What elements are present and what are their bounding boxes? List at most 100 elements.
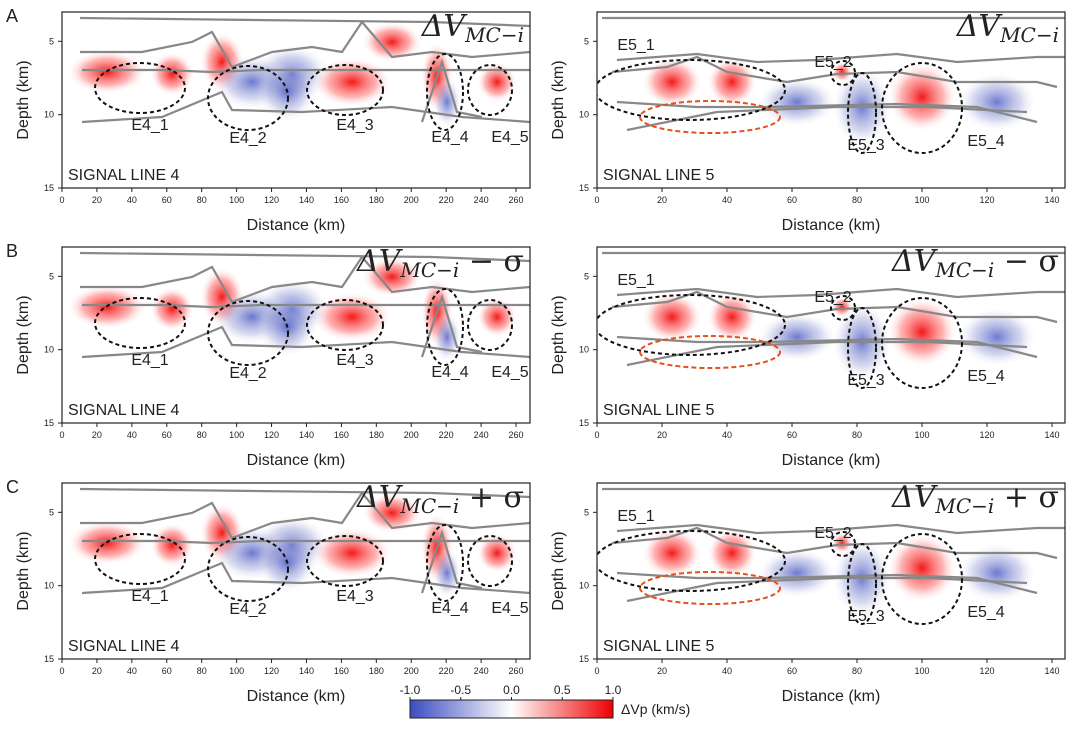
x-tick-label: 120 bbox=[264, 430, 279, 440]
x-tick-label: 40 bbox=[722, 430, 732, 440]
velocity-field bbox=[67, 487, 530, 602]
interface-line bbox=[81, 325, 530, 359]
panel-title: ΔVMC−i + σ bbox=[891, 480, 1059, 518]
interface-line bbox=[611, 290, 1058, 324]
interface-line bbox=[616, 523, 1065, 535]
anomaly-outline bbox=[94, 297, 186, 349]
interface-line bbox=[79, 251, 530, 263]
anomaly-outline bbox=[426, 53, 464, 131]
outline-orange bbox=[639, 100, 781, 134]
x-tick-label: 80 bbox=[852, 195, 862, 205]
title-suffix: − σ bbox=[994, 244, 1059, 279]
y-tick-label: 10 bbox=[44, 345, 54, 355]
anomaly-label: E5_1 bbox=[617, 272, 654, 289]
anomaly bbox=[832, 62, 852, 82]
panel-letter: A bbox=[6, 6, 18, 26]
title-suffix: + σ bbox=[459, 480, 524, 515]
anomaly bbox=[362, 22, 422, 62]
anomaly-outline bbox=[597, 530, 786, 592]
y-tick-label: 15 bbox=[579, 654, 589, 664]
anomaly-label: E5_4 bbox=[967, 368, 1004, 385]
x-axis-label: Distance (km) bbox=[782, 217, 881, 234]
y-tick-label: 10 bbox=[579, 110, 589, 120]
x-tick-label: 120 bbox=[979, 666, 994, 676]
anomaly-label: E4_1 bbox=[131, 352, 168, 369]
x-tick-label: 20 bbox=[92, 430, 102, 440]
line-label: SIGNAL LINE 4 bbox=[68, 402, 180, 419]
cbar-label: ΔVp (km/s) bbox=[621, 701, 690, 717]
cbar-tick-label: -0.5 bbox=[450, 683, 471, 697]
x-tick-label: 60 bbox=[787, 195, 797, 205]
interface-line bbox=[79, 16, 530, 28]
x-axis-label: Distance (km) bbox=[247, 217, 346, 234]
x-tick-label: 100 bbox=[229, 195, 244, 205]
x-tick-label: 100 bbox=[229, 666, 244, 676]
x-tick-label: 0 bbox=[59, 430, 64, 440]
x-tick-label: 120 bbox=[979, 195, 994, 205]
interface-line bbox=[80, 491, 530, 540]
x-tick-label: 20 bbox=[92, 666, 102, 676]
anomaly-label: E5_1 bbox=[617, 37, 654, 54]
anomaly-label: E4_1 bbox=[131, 588, 168, 605]
anomaly-outline bbox=[847, 307, 877, 389]
anomaly-label: E4_4 bbox=[431, 364, 468, 381]
x-tick-label: 260 bbox=[509, 430, 524, 440]
x-tick-label: 40 bbox=[127, 195, 137, 205]
anomaly-label: E4_4 bbox=[431, 600, 468, 617]
x-tick-label: 0 bbox=[59, 666, 64, 676]
panel-title: ΔVMC−i bbox=[956, 9, 1059, 47]
y-tick-label: 10 bbox=[44, 581, 54, 591]
anomaly bbox=[362, 493, 422, 533]
x-axis-label: Distance (km) bbox=[782, 452, 881, 469]
anomaly-outline bbox=[847, 543, 877, 625]
anomaly bbox=[757, 548, 837, 598]
velocity-field bbox=[597, 16, 1065, 154]
x-tick-label: 60 bbox=[162, 666, 172, 676]
panel-title: ΔVMC−i − σ bbox=[356, 244, 524, 282]
cbar-tick-label: 1.0 bbox=[605, 683, 622, 697]
anomaly bbox=[707, 528, 757, 578]
anomaly-label: E5_2 bbox=[814, 289, 851, 306]
interface-line bbox=[611, 526, 1058, 560]
anomaly-outline bbox=[467, 535, 513, 587]
y-tick-label: 5 bbox=[49, 507, 54, 517]
title-sub: MC−i bbox=[999, 23, 1059, 47]
x-tick-label: 220 bbox=[439, 430, 454, 440]
x-tick-label: 160 bbox=[334, 195, 349, 205]
anomaly-label: E5_1 bbox=[617, 508, 654, 525]
anomaly bbox=[477, 62, 517, 102]
title-base: ΔV bbox=[421, 9, 469, 44]
x-tick-label: 40 bbox=[722, 195, 732, 205]
x-tick-label: 180 bbox=[369, 430, 384, 440]
line-label: SIGNAL LINE 5 bbox=[603, 167, 715, 184]
x-tick-label: 100 bbox=[914, 195, 929, 205]
panel: E4_1 E4_2 E4_3 E4_4 E4_5 SIGNAL LINE 4 ΔVMC−i A… bbox=[6, 6, 531, 234]
y-axis-label: Depth (km) bbox=[550, 60, 567, 139]
cbar-tick-label: -1.0 bbox=[400, 683, 421, 697]
x-tick-label: 40 bbox=[127, 430, 137, 440]
interface-line bbox=[616, 287, 1065, 299]
anomaly-outline bbox=[94, 62, 186, 114]
x-tick-label: 240 bbox=[474, 195, 489, 205]
anomaly-label: E4_5 bbox=[491, 600, 528, 617]
x-tick-label: 260 bbox=[509, 666, 524, 676]
panel-title: ΔVMC−i bbox=[421, 9, 524, 47]
x-tick-label: 80 bbox=[852, 666, 862, 676]
x-tick-label: 200 bbox=[404, 666, 419, 676]
interface-line bbox=[611, 55, 1058, 89]
anomaly-label: E4_3 bbox=[336, 117, 373, 134]
interface-line bbox=[420, 293, 483, 358]
x-tick-label: 140 bbox=[1044, 430, 1059, 440]
plot-frame bbox=[596, 482, 1066, 660]
interface-line bbox=[626, 340, 1028, 367]
anomaly bbox=[757, 77, 837, 127]
anomaly-outline bbox=[597, 59, 786, 121]
anomaly-label: E5_2 bbox=[814, 525, 851, 542]
anomaly-label: E5_3 bbox=[847, 372, 884, 389]
interface-line bbox=[79, 487, 530, 499]
anomaly bbox=[477, 533, 517, 573]
y-axis-label: Depth (km) bbox=[15, 295, 32, 374]
interface-line bbox=[616, 52, 1065, 64]
plot-frame bbox=[596, 246, 1066, 424]
x-tick-label: 20 bbox=[657, 195, 667, 205]
